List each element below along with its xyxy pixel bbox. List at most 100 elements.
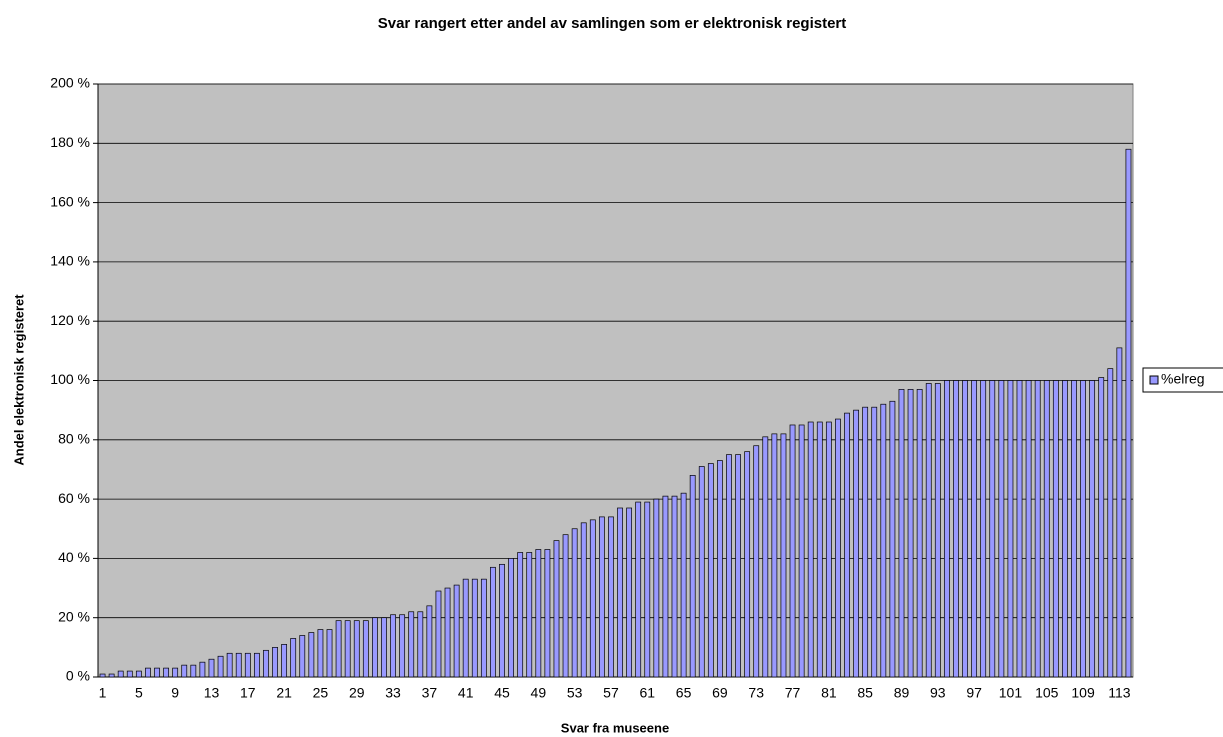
bar	[154, 667, 160, 678]
bar	[744, 451, 751, 678]
bar	[353, 620, 360, 678]
bar	[281, 644, 288, 678]
bar	[553, 540, 560, 678]
bar	[589, 519, 596, 678]
bar	[508, 558, 514, 678]
x-tick-label: 93	[930, 685, 946, 701]
x-tick-label: 97	[966, 685, 982, 701]
bar	[717, 460, 723, 678]
bar	[190, 664, 197, 678]
bar	[199, 661, 206, 678]
x-axis-title: Svar fra museene	[561, 720, 669, 735]
bar	[471, 578, 478, 678]
y-tick-label: 180 %	[50, 134, 90, 150]
bar	[889, 400, 896, 678]
bar	[680, 492, 687, 678]
bar	[671, 495, 678, 678]
bar	[989, 380, 996, 678]
bar	[798, 424, 805, 678]
bar	[117, 670, 124, 678]
bar	[1098, 377, 1105, 678]
bar	[762, 436, 769, 678]
bar	[907, 389, 914, 678]
legend-label: %elreg	[1161, 371, 1205, 387]
x-tick-label: 109	[1071, 685, 1095, 701]
bar	[517, 552, 524, 678]
bar	[816, 421, 823, 678]
bar	[871, 406, 878, 678]
bar	[344, 620, 351, 678]
bar	[435, 590, 442, 678]
bar	[780, 433, 787, 678]
bar	[635, 501, 642, 678]
bar	[1125, 148, 1132, 678]
bar	[580, 522, 587, 678]
x-tick-label: 101	[999, 685, 1023, 701]
bar	[408, 611, 415, 678]
bar	[598, 516, 605, 678]
bar	[308, 632, 315, 678]
bar	[362, 620, 369, 678]
x-tick-label: 77	[785, 685, 801, 701]
x-tick-label: 29	[349, 685, 365, 701]
bar	[689, 475, 696, 678]
bar	[953, 380, 959, 678]
bar	[390, 614, 396, 678]
bar	[753, 445, 760, 678]
bar	[608, 516, 614, 678]
bar	[662, 495, 669, 678]
x-tick-label: 25	[313, 685, 329, 701]
bar	[417, 611, 424, 678]
bar	[916, 389, 923, 678]
bar	[226, 652, 233, 678]
bar	[99, 673, 106, 678]
y-tick-label: 120 %	[50, 312, 90, 328]
bar	[372, 617, 378, 678]
bar	[626, 507, 633, 678]
bar	[1007, 380, 1014, 678]
y-tick-label: 160 %	[50, 193, 90, 209]
bar	[135, 670, 142, 678]
bar	[126, 670, 133, 678]
y-tick-label: 40 %	[58, 549, 90, 565]
bar	[499, 563, 505, 678]
bar	[853, 409, 859, 678]
x-tick-label: 61	[639, 685, 655, 701]
x-tick-label: 13	[204, 685, 220, 701]
bar	[453, 584, 460, 678]
bar	[1043, 380, 1050, 678]
bar	[444, 587, 451, 678]
y-tick-label: 140 %	[50, 253, 90, 269]
y-tick-label: 200 %	[50, 75, 90, 91]
bar	[1025, 380, 1032, 678]
bar	[399, 614, 406, 678]
x-tick-label: 85	[857, 685, 873, 701]
x-tick-label: 17	[240, 685, 256, 701]
x-tick-label: 9	[171, 685, 179, 701]
bar	[1062, 380, 1068, 678]
x-tick-label: 33	[385, 685, 401, 701]
x-tick-label: 65	[676, 685, 692, 701]
y-tick-label: 80 %	[58, 431, 90, 447]
bar	[925, 383, 932, 678]
y-tick-label: 60 %	[58, 490, 90, 506]
bar	[880, 403, 887, 678]
chart-title: Svar rangert etter andel av samlingen so…	[378, 15, 847, 32]
bar	[698, 466, 705, 678]
bar	[726, 454, 732, 678]
bar	[1016, 380, 1023, 678]
bar	[617, 507, 623, 678]
bar	[145, 667, 151, 678]
bar	[1116, 347, 1123, 678]
bar	[807, 421, 814, 678]
bar	[172, 667, 179, 678]
bar	[707, 463, 714, 678]
bar	[835, 418, 841, 678]
bar	[299, 635, 306, 678]
bar	[253, 652, 260, 678]
bar	[998, 380, 1005, 678]
bar	[490, 566, 496, 678]
x-tick-label: 89	[894, 685, 910, 701]
bar	[644, 501, 651, 678]
bar	[1107, 368, 1114, 678]
